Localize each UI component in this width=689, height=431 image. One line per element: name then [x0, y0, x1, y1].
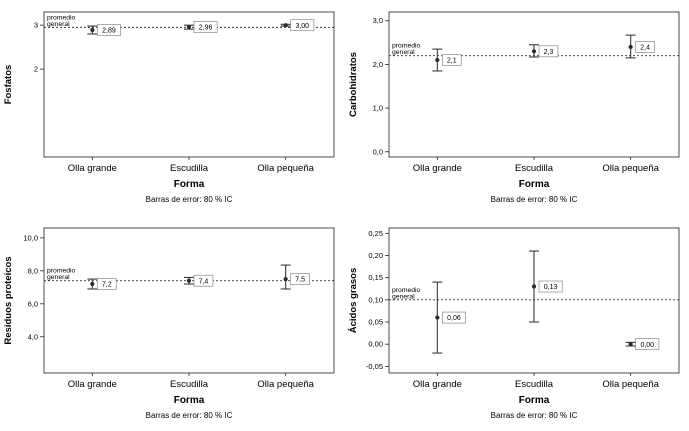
x-tick-label: Olla pequeña: [602, 379, 659, 390]
x-axis-title: Forma: [174, 179, 205, 190]
reference-line-label: general: [47, 274, 70, 281]
y-tick-label: 3,0: [372, 16, 382, 25]
y-tick-label: 8,0: [28, 266, 38, 275]
mean-point: [283, 23, 288, 28]
reference-line-label: general: [392, 49, 415, 56]
y-tick-label: 0,25: [368, 228, 383, 237]
x-tick-label: Olla pequeña: [257, 163, 314, 174]
value-label-box: [634, 337, 659, 350]
x-axis-title: Forma: [518, 395, 549, 406]
x-axis-title: Forma: [518, 179, 549, 190]
value-label-box: [290, 19, 315, 32]
reference-line-label: promedio: [47, 267, 76, 274]
caption: Barras de error: 80 % IC: [146, 411, 233, 420]
y-tick-label: 6,0: [28, 299, 38, 308]
y-tick-label: -0,05: [365, 361, 382, 370]
mean-point: [186, 278, 192, 283]
value-label-box: [96, 277, 117, 290]
value-label-box: [634, 41, 655, 53]
value-label-box: [441, 311, 466, 323]
value-label-box: [290, 272, 310, 285]
value-label: 2,96: [199, 25, 213, 32]
value-label-box: [193, 274, 214, 287]
y-tick-label: 4,0: [28, 332, 38, 341]
y-tick-label: 0,15: [368, 273, 383, 282]
value-label-box: [538, 280, 563, 292]
y-tick-label: 0,0: [372, 147, 382, 156]
y-tick-label: 3: [34, 21, 38, 30]
y-tick-label: 0,00: [368, 339, 383, 348]
x-tick-label: Olla grande: [412, 163, 461, 174]
mean-point: [531, 49, 536, 54]
y-axis-title: Fosfatos: [3, 65, 14, 105]
value-label: 7,4: [199, 278, 209, 285]
plot-frame: [43, 11, 335, 158]
y-axis-title: Carbohidratos: [348, 52, 359, 117]
x-tick-label: Olla grande: [68, 379, 117, 390]
reference-line-label: general: [392, 293, 415, 300]
value-label: 0,00: [640, 341, 654, 348]
value-label: 2,89: [102, 28, 116, 35]
y-tick-label: 0,05: [368, 317, 383, 326]
y-axis-title: Ácidos grasos: [348, 267, 359, 332]
value-label: 7,5: [295, 276, 305, 283]
reference-line-label: promedio: [47, 14, 76, 21]
y-tick-label: 0,10: [368, 295, 383, 304]
caption: Barras de error: 80 % IC: [490, 195, 577, 204]
mean-point: [90, 27, 95, 33]
value-label: 0,13: [543, 284, 557, 291]
y-tick-label: 1,0: [372, 104, 382, 113]
mean-point: [628, 341, 633, 346]
value-label-box: [538, 45, 558, 58]
y-tick-label: 0,20: [368, 250, 383, 259]
value-label: 2,4: [640, 45, 650, 52]
x-tick-label: Escudilla: [170, 163, 209, 174]
mean-point: [531, 283, 536, 289]
y-tick-label: 10,0: [23, 233, 38, 242]
value-label: 7,2: [102, 281, 112, 288]
mean-point: [283, 276, 288, 281]
x-tick-label: Olla grande: [412, 379, 461, 390]
chart-carbohidratos: 3,0 2,0 1,0 0,0 promedio general 2,1 Olla grand…: [344, 0, 689, 216]
value-label-box: [193, 21, 218, 33]
value-label: 2,1: [446, 58, 456, 65]
chart-acidos-grasos: 0,25 0,20 0,15 0,10 0,05 0,00 -0,05 promedio gen…: [344, 215, 689, 431]
mean-point: [186, 24, 192, 30]
plot-frame: [388, 11, 679, 158]
x-tick-label: Escudilla: [514, 379, 553, 390]
y-tick-label: 2,0: [372, 60, 382, 69]
value-label-box: [96, 24, 121, 36]
reference-line-label: general: [47, 21, 70, 28]
chart-residuos-proteicos: 10,0 8,0 6,0 4,0 promedio general 7,2 Olla gran…: [0, 215, 345, 431]
reference-line-label: promedio: [392, 286, 421, 293]
value-label-box: [441, 54, 462, 66]
mean-point: [90, 281, 95, 286]
value-label: 2,3: [543, 49, 553, 56]
x-tick-label: Escudilla: [170, 379, 209, 390]
x-axis-title: Forma: [174, 395, 205, 406]
y-tick-label: 2: [34, 65, 38, 74]
reference-line-label: promedio: [392, 43, 421, 50]
mean-point: [434, 57, 439, 63]
caption: Barras de error: 80 % IC: [490, 411, 577, 420]
y-axis-title: Residuos proteicos: [3, 256, 14, 344]
x-tick-label: Olla pequeña: [602, 163, 659, 174]
plot-frame: [43, 227, 335, 373]
x-tick-label: Escudilla: [514, 163, 553, 174]
chart-fosfatos: 3 2 promedio general 2,89 Olla grande 2,96 Escu…: [0, 0, 345, 216]
x-tick-label: Olla pequeña: [257, 379, 314, 390]
x-tick-label: Olla grande: [68, 163, 117, 174]
mean-point: [628, 44, 633, 50]
mean-point: [434, 314, 439, 320]
errorbar-chart-acidos-grasos: 0,25 0,20 0,15 0,10 0,05 0,00 -0,05 promediogen…: [348, 227, 679, 420]
value-label: 0,06: [447, 315, 461, 322]
caption: Barras de error: 80 % IC: [146, 195, 233, 204]
value-label: 3,00: [295, 23, 309, 30]
